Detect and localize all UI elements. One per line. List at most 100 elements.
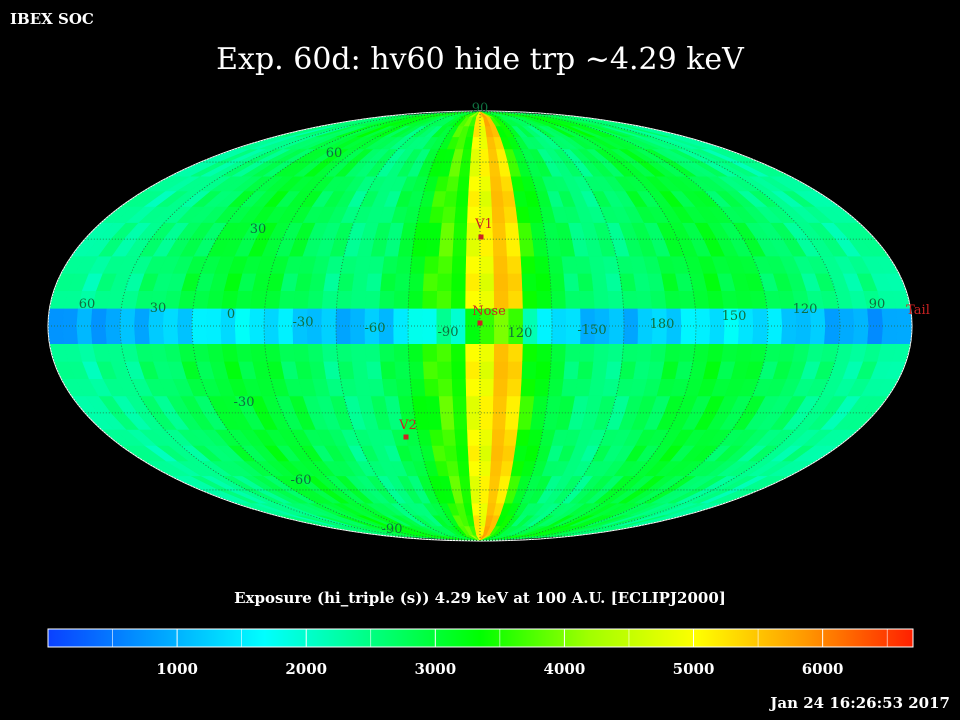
map-cell (465, 272, 481, 292)
map-cell (443, 190, 458, 207)
map-cell (134, 307, 151, 327)
map-cell (479, 190, 493, 207)
map-cell (472, 514, 481, 527)
map-cell (367, 255, 386, 274)
map-cell (293, 290, 310, 309)
latitude-label: -60 (291, 473, 312, 488)
meridian-line (119, 111, 481, 541)
map-cell (411, 238, 428, 257)
map-cell (191, 325, 208, 345)
map-cell (706, 343, 725, 362)
map-cell (457, 175, 471, 192)
map-cell (380, 272, 397, 292)
map-cell (692, 343, 710, 362)
map-cell (608, 307, 625, 327)
map-cell (450, 307, 466, 327)
map-cell (535, 272, 552, 292)
map-cell (469, 161, 481, 177)
map-cell (489, 175, 503, 192)
map-cell (479, 445, 493, 462)
map-cell (492, 412, 507, 430)
map-cell (504, 412, 520, 430)
map-cell (278, 325, 294, 345)
map-cell (493, 343, 510, 362)
map-cell (591, 360, 609, 380)
map-cell (397, 395, 415, 414)
map-cell (422, 272, 439, 292)
map-cell (605, 360, 623, 380)
map-cell (307, 290, 325, 309)
map-cell (381, 255, 399, 274)
map-cell (366, 360, 383, 380)
map-cell (422, 360, 439, 380)
map-cell (766, 325, 783, 345)
map-cell (471, 502, 481, 516)
map-cell (881, 325, 898, 345)
map-cell (465, 255, 481, 274)
map-cell (492, 395, 508, 414)
map-cell (534, 255, 551, 274)
map-cell (490, 190, 505, 207)
marker-tail-label: Tail (906, 303, 930, 318)
map-cell (220, 325, 237, 345)
map-cell (221, 343, 239, 362)
map-cell (468, 460, 481, 477)
marker-v1-label: V1 (474, 217, 493, 232)
map-cell (479, 489, 490, 504)
map-cell (148, 325, 165, 345)
map-cell (635, 290, 653, 309)
map-cell (519, 395, 535, 414)
map-cell (522, 343, 538, 362)
map-cell (664, 290, 682, 309)
map-cell (503, 206, 519, 223)
map-cell (522, 307, 538, 327)
map-cell (506, 378, 523, 397)
map-cell (367, 378, 386, 397)
map-cell (451, 378, 467, 397)
map-cell (408, 272, 425, 292)
map-cell (721, 290, 739, 309)
map-cell (446, 175, 460, 192)
map-cell (547, 255, 565, 274)
meridian-line (479, 111, 697, 541)
map-cell (577, 272, 594, 292)
longitude-label: -90 (438, 325, 459, 340)
map-cell (62, 307, 79, 327)
map-cell (397, 238, 415, 257)
map-cell (508, 307, 524, 327)
map-cell (429, 206, 445, 223)
map-cell (321, 290, 339, 309)
timestamp: Jan 24 16:26:53 2017 (770, 694, 950, 712)
colorbar-title: Exposure (hi_triple (s)) 4.29 keV at 100… (234, 589, 726, 607)
map-cell (323, 360, 341, 380)
map-cell (563, 360, 580, 380)
map-cell (469, 475, 481, 491)
map-cell (838, 325, 855, 345)
map-cell (752, 307, 769, 327)
longitude-label: 0 (227, 307, 235, 322)
map-cell (321, 343, 339, 362)
map-cell (521, 360, 538, 380)
map-cell (411, 395, 428, 414)
map-cell (465, 343, 481, 362)
marker-v2-dot (403, 434, 409, 440)
map-cell (678, 343, 696, 362)
map-cell (407, 325, 423, 345)
map-cell (536, 343, 553, 362)
map-cell (479, 325, 495, 345)
map-cell (838, 307, 855, 327)
map-cell (409, 255, 426, 274)
longitude-label: 30 (150, 301, 167, 316)
map-cell (522, 290, 538, 309)
map-cell (393, 343, 410, 362)
map-cell (723, 325, 740, 345)
map-cell (438, 238, 455, 257)
map-cell (503, 429, 519, 446)
map-cell (423, 255, 440, 274)
map-cell (623, 325, 639, 345)
map-cell (680, 307, 697, 327)
map-cell (264, 290, 282, 309)
meridian-line (479, 111, 553, 541)
map-cell (438, 395, 455, 414)
map-cell (458, 161, 472, 177)
